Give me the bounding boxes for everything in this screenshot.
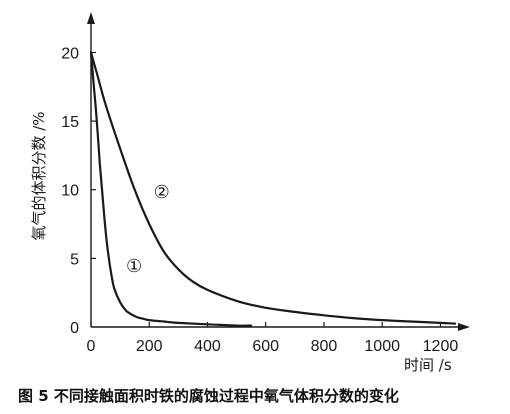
series-markers: ①② bbox=[126, 182, 170, 277]
series-group bbox=[89, 51, 457, 327]
x-ticks: 0 200 400 600 800 1000 1200 bbox=[87, 322, 459, 355]
axes bbox=[87, 12, 470, 331]
x-tick-label-2: 400 bbox=[194, 338, 221, 355]
x-axis-arrow bbox=[458, 323, 470, 331]
y-tick-label-3: 15 bbox=[61, 114, 79, 131]
y-tick-label-1: 5 bbox=[70, 251, 79, 268]
series-line-2 bbox=[89, 51, 457, 325]
x-tick-label-4: 800 bbox=[311, 338, 338, 355]
series-marker-1: ① bbox=[126, 256, 142, 277]
x-tick-label-3: 600 bbox=[252, 338, 279, 355]
x-tick-label-5: 1000 bbox=[364, 338, 400, 355]
x-axis-title: 时间 /s bbox=[404, 356, 452, 374]
y-tick-label-4: 20 bbox=[61, 45, 79, 62]
x-tick-label-1: 200 bbox=[136, 338, 163, 355]
y-axis-arrow bbox=[87, 12, 95, 24]
y-tick-label-2: 10 bbox=[61, 183, 79, 200]
x-tick-label-0: 0 bbox=[87, 338, 96, 355]
y-tick-label-0: 0 bbox=[70, 320, 79, 337]
y-ticks: 0 5 10 15 20 bbox=[61, 45, 96, 337]
series-marker-2: ② bbox=[154, 182, 170, 203]
x-tick-label-6: 1200 bbox=[423, 338, 459, 355]
figure-caption: 图 5 不同接触面积时铁的腐蚀过程中氧气体积分数的变化 bbox=[18, 387, 399, 405]
y-axis-title: 氧气的体积分数 /% bbox=[30, 111, 48, 240]
series-line-1 bbox=[89, 51, 253, 327]
